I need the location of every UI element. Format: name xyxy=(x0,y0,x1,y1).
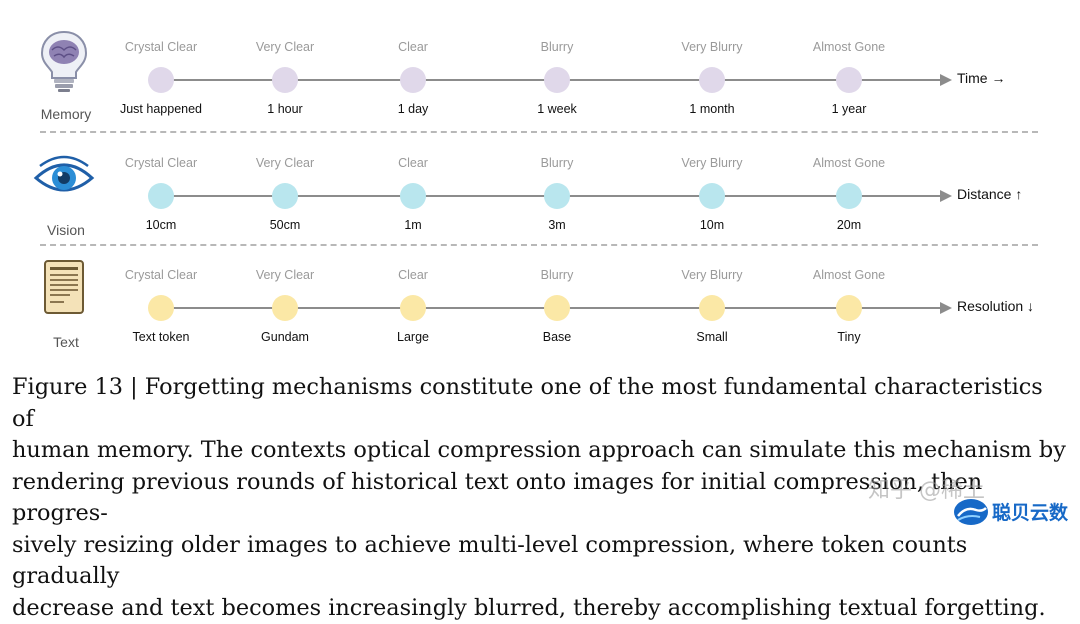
clarity-label: Clear xyxy=(353,40,473,54)
timeline-point xyxy=(272,67,298,93)
tick-label: 20m xyxy=(789,218,909,232)
tick-label: 10m xyxy=(652,218,772,232)
tick-label: Text token xyxy=(101,330,221,344)
timeline-point xyxy=(148,183,174,209)
clarity-label: Blurry xyxy=(497,40,617,54)
timeline-row-memory: Memory Crystal Clear Very Clear Clear Blurry… xyxy=(0,10,1080,120)
clarity-label: Crystal Clear xyxy=(101,40,221,54)
clarity-label: Crystal Clear xyxy=(101,156,221,170)
axis-label: Distance ↑ xyxy=(957,186,1022,202)
watermark-brand: 聪贝云数 xyxy=(992,498,1068,525)
caption-line: sively resizing older images to achieve … xyxy=(12,530,1068,593)
timeline-point xyxy=(836,183,862,209)
timeline-point xyxy=(544,295,570,321)
tick-label: 10cm xyxy=(101,218,221,232)
tick-label: 1 day xyxy=(353,102,473,116)
watermark-logo: 聪贝云数 xyxy=(952,494,1077,528)
row-separator xyxy=(40,244,1038,246)
axis-arrowhead xyxy=(940,74,952,86)
cloud-logo-icon xyxy=(952,494,990,528)
timeline-point xyxy=(400,183,426,209)
tick-label: 1 week xyxy=(497,102,617,116)
tick-label: 1 month xyxy=(652,102,772,116)
timeline-point xyxy=(148,67,174,93)
tick-label: 50cm xyxy=(225,218,345,232)
tick-label: 1 hour xyxy=(225,102,345,116)
clarity-label: Very Clear xyxy=(225,40,345,54)
timeline-row-text: Text Crystal Clear Very Clear Clear Blurry Ve… xyxy=(0,238,1080,348)
tick-label: Just happened xyxy=(101,102,221,116)
timeline-point xyxy=(699,67,725,93)
clarity-label: Almost Gone xyxy=(789,40,909,54)
timeline-point xyxy=(836,295,862,321)
tick-label: 1m xyxy=(353,218,473,232)
tick-label: Gundam xyxy=(225,330,345,344)
eye-icon xyxy=(30,144,98,210)
clarity-label: Very Blurry xyxy=(652,156,772,170)
timeline-point xyxy=(544,183,570,209)
clarity-label: Crystal Clear xyxy=(101,268,221,282)
timeline-point xyxy=(272,295,298,321)
clarity-label: Very Blurry xyxy=(652,268,772,282)
axis-label: Resolution ↓ xyxy=(957,298,1034,314)
tick-label: Small xyxy=(652,330,772,344)
row-label: Text xyxy=(26,334,106,350)
axis-arrowhead xyxy=(940,302,952,314)
row-label: Memory xyxy=(26,106,106,122)
timeline-point xyxy=(272,183,298,209)
axis-arrowhead xyxy=(940,190,952,202)
caption-line: decrease and text becomes increasingly b… xyxy=(12,593,1068,624)
clarity-label: Very Blurry xyxy=(652,40,772,54)
tick-label: Base xyxy=(497,330,617,344)
timeline-point xyxy=(699,183,725,209)
timeline-point xyxy=(544,67,570,93)
timeline-point xyxy=(699,295,725,321)
caption-line: human memory. The contexts optical compr… xyxy=(12,435,1068,467)
tick-label: 1 year xyxy=(789,102,909,116)
clarity-label: Very Clear xyxy=(225,156,345,170)
tick-label: Large xyxy=(353,330,473,344)
caption-line: Figure 13 | Forgetting mechanisms consti… xyxy=(12,372,1068,435)
timeline-point xyxy=(148,295,174,321)
clarity-label: Almost Gone xyxy=(789,156,909,170)
brain-lightbulb-icon xyxy=(30,28,98,94)
clarity-label: Very Clear xyxy=(225,268,345,282)
document-scroll-icon xyxy=(30,256,98,322)
row-label: Vision xyxy=(26,222,106,238)
clarity-label: Blurry xyxy=(497,268,617,282)
axis-label: Time → xyxy=(957,70,1005,86)
timeline-point xyxy=(400,295,426,321)
clarity-label: Blurry xyxy=(497,156,617,170)
clarity-label: Clear xyxy=(353,156,473,170)
timeline-point xyxy=(400,67,426,93)
row-separator xyxy=(40,131,1038,133)
timeline-point xyxy=(836,67,862,93)
forgetting-mechanism-figure: Memory Crystal Clear Very Clear Clear Blurry… xyxy=(0,0,1080,360)
clarity-label: Clear xyxy=(353,268,473,282)
tick-label: Tiny xyxy=(789,330,909,344)
timeline-row-vision: Vision Crystal Clear Very Clear Clear Blurry… xyxy=(0,126,1080,236)
tick-label: 3m xyxy=(497,218,617,232)
clarity-label: Almost Gone xyxy=(789,268,909,282)
